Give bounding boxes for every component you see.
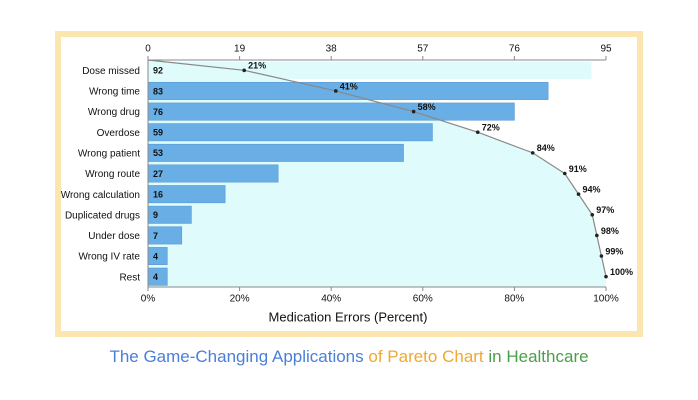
top-tick-label: 76 — [509, 44, 521, 55]
cumulative-label: 91% — [569, 164, 587, 174]
category-label: Wrong time — [89, 87, 140, 98]
caption: The Game-Changing Applications of Pareto… — [109, 347, 588, 366]
cumulative-label: 100% — [610, 267, 633, 277]
bottom-tick-label: 60% — [413, 294, 433, 305]
caption-part: of Pareto Chart — [368, 347, 484, 366]
bottom-tick-label: 100% — [593, 294, 619, 305]
x-axis-label: Medication Errors (Percent) — [269, 309, 428, 324]
bar — [147, 164, 279, 183]
top-tick-label: 0 — [145, 44, 151, 55]
bar-value-label: 76 — [153, 107, 163, 117]
bar-value-label: 16 — [153, 190, 163, 200]
bottom-tick-label: 80% — [504, 294, 524, 305]
top-tick-label: 57 — [417, 44, 429, 55]
bar-value-label: 7 — [153, 231, 158, 241]
cumulative-point — [595, 233, 599, 238]
bottom-tick-label: 40% — [321, 294, 341, 305]
top-tick-label: 38 — [326, 44, 338, 55]
cumulative-point — [333, 89, 338, 93]
cumulative-label: 58% — [418, 102, 436, 112]
bar-value-label: 83 — [153, 86, 163, 96]
cumulative-label: 94% — [583, 185, 601, 195]
caption-part: The Game-Changing Applications — [109, 347, 363, 366]
cumulative-label: 41% — [340, 81, 358, 91]
cumulative-label: 72% — [482, 123, 500, 133]
bar — [147, 123, 433, 142]
top-tick-label: 19 — [234, 44, 246, 55]
category-label: Dose missed — [82, 66, 140, 77]
bar-value-label: 53 — [153, 148, 163, 158]
bar-value-label: 4 — [153, 272, 158, 282]
category-label: Wrong calculation — [61, 190, 140, 201]
cumulative-point — [562, 171, 567, 176]
cumulative-point — [530, 151, 535, 155]
cumulative-point — [599, 254, 604, 258]
category-label: Overdose — [97, 128, 141, 139]
bar-value-label: 9 — [153, 210, 158, 220]
bottom-tick-label: 20% — [230, 294, 250, 305]
top-tick-label: 95 — [600, 44, 612, 55]
cumulative-label: 99% — [605, 246, 623, 256]
cumulative-label: 98% — [601, 226, 619, 236]
category-label: Duplicated drugs — [65, 210, 140, 221]
cumulative-label: 21% — [248, 61, 266, 71]
bar — [147, 143, 404, 162]
bar-value-label: 59 — [153, 128, 163, 138]
cumulative-point — [590, 212, 595, 217]
cumulative-line-start — [147, 59, 245, 71]
category-label: Wrong drug — [88, 107, 140, 118]
category-label: Wrong patient — [78, 149, 140, 160]
category-label: Under dose — [88, 231, 140, 242]
cumulative-label: 84% — [537, 143, 555, 153]
category-label: Wrong route — [85, 169, 140, 180]
bar — [148, 61, 592, 79]
bar — [147, 102, 515, 121]
cumulative-point — [411, 109, 416, 114]
bottom-tick-label: 0% — [141, 294, 156, 305]
bar-value-label: 92 — [153, 66, 163, 76]
caption-part: in Healthcare — [488, 347, 588, 366]
bar-value-label: 4 — [153, 251, 158, 261]
cumulative-point — [576, 192, 581, 196]
cumulative-point — [242, 68, 246, 73]
category-label: Wrong IV rate — [78, 252, 140, 263]
cumulative-label: 97% — [596, 205, 614, 215]
cumulative-point — [604, 274, 608, 279]
category-label: Rest — [119, 272, 140, 283]
cumulative-point — [475, 130, 480, 135]
bar-value-label: 27 — [153, 169, 163, 179]
